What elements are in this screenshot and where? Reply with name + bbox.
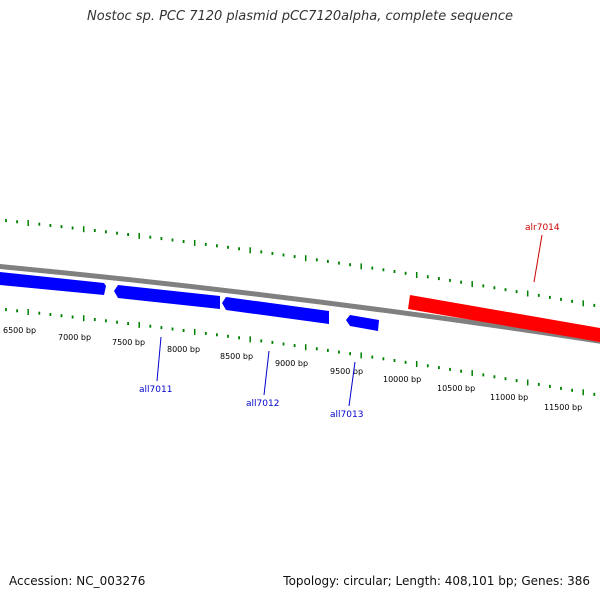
gene-label-all7012[interactable]: all7012 <box>246 399 279 409</box>
gene-arrow-all7011[interactable] <box>114 285 220 309</box>
leader-all7013 <box>348 361 356 407</box>
gene-arrow-all7012[interactable] <box>222 297 329 324</box>
tick-label-11000: 11000 bp <box>490 393 528 402</box>
gene-label-all7013[interactable]: all7013 <box>330 410 363 420</box>
gene-arrow-all7013[interactable] <box>346 315 379 331</box>
inner-tick-marks <box>5 308 596 396</box>
tick-label-8000: 8000 bp <box>167 345 200 354</box>
gene-arrow-alr7014[interactable] <box>408 295 600 342</box>
gene-arrow-all7010[interactable] <box>0 272 106 295</box>
tick-label-9500: 9500 bp <box>330 367 363 376</box>
gene-label-alr7014[interactable]: alr7014 <box>525 223 560 233</box>
leader-all7011 <box>156 336 162 382</box>
accession-text: Accession: NC_003276 <box>9 574 146 588</box>
map-title: Nostoc sp. PCC 7120 plasmid pCC7120alpha… <box>87 9 513 24</box>
gene-label-all7011[interactable]: all7011 <box>139 385 172 395</box>
tick-label-6500: 6500 bp <box>3 326 36 335</box>
tick-label-7500: 7500 bp <box>112 338 145 347</box>
tick-label-8500: 8500 bp <box>220 352 253 361</box>
tick-label-10500: 10500 bp <box>437 384 475 393</box>
tick-label-7000: 7000 bp <box>58 333 91 342</box>
backbone-line <box>0 263 600 344</box>
leader-alr7014 <box>533 234 543 283</box>
tick-label-11500: 11500 bp <box>544 403 582 412</box>
tick-label-9000: 9000 bp <box>275 359 308 368</box>
leader-all7012 <box>263 350 270 396</box>
summary-text: Topology: circular; Length: 408,101 bp; … <box>283 574 590 588</box>
tick-label-10000: 10000 bp <box>383 375 421 384</box>
outer-tick-marks <box>5 219 596 307</box>
